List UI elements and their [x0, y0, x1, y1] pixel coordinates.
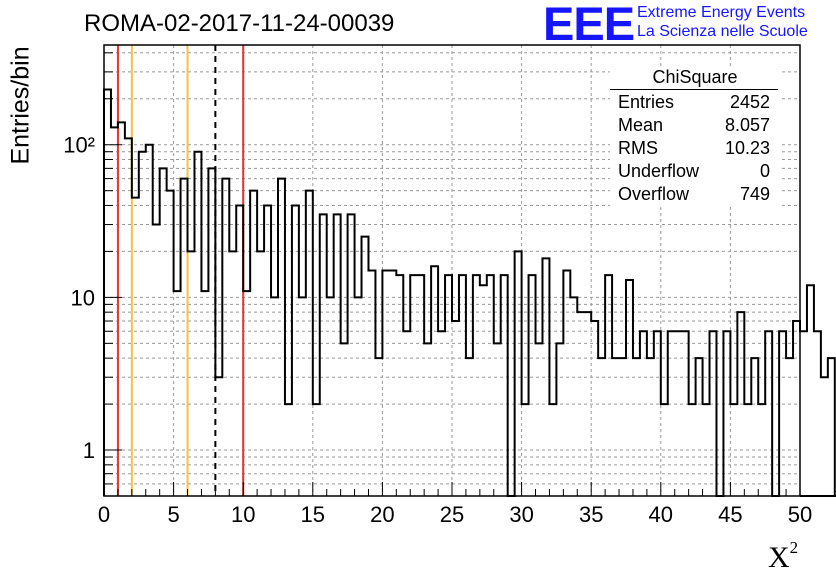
stats-value: 2452: [729, 92, 770, 112]
chart-title: ROMA-02-2017-11-24-00039: [84, 10, 395, 37]
stats-value: 8.057: [724, 115, 770, 135]
x-tick-label: 45: [718, 502, 742, 527]
axes: [103, 44, 801, 497]
x-tick-label: 25: [440, 502, 464, 527]
x-tick-label: 10: [231, 502, 255, 527]
stats-label: Mean: [618, 115, 664, 135]
stats-row-mean: Mean 8.057: [618, 115, 770, 137]
stats-label: Entries: [618, 92, 675, 112]
stats-value: 749: [739, 184, 770, 204]
x-tick-label: 20: [370, 502, 394, 527]
stats-label: Underflow: [618, 161, 700, 181]
histogram-series: [103, 88, 836, 497]
x-tick-label: 15: [301, 502, 325, 527]
x-tick-label: 50: [788, 502, 812, 527]
y-tick-label: 10: [71, 285, 95, 310]
stats-divider: [610, 89, 778, 90]
stats-label: Overflow: [618, 184, 690, 204]
x-tick-label: 40: [649, 502, 673, 527]
grid: [104, 45, 800, 496]
stats-row-rms: RMS 10.23: [618, 138, 770, 160]
stats-title: ChiSquare: [652, 67, 738, 87]
stats-value: 10.23: [724, 138, 770, 158]
stats-row-underflow: Underflow 0: [618, 161, 770, 183]
stats-row-overflow: Overflow 749: [618, 184, 770, 206]
stats-value: 0: [759, 161, 770, 181]
y-tick-label: 10²: [63, 133, 95, 158]
x-axis-label: X2: [768, 538, 799, 574]
eee-logo: EEE: [543, 0, 635, 50]
x-tick-label: 30: [509, 502, 533, 527]
tick-labels: 0 5 10 15 20 25 30 35 40 45 50 1 10 10²: [63, 133, 812, 527]
stats-box: ChiSquare Entries 2452 Mean 8.057 RMS 10…: [610, 67, 780, 206]
y-tick-label: 1: [83, 438, 95, 463]
logo-line-2: La Scienza nelle Scuole: [637, 23, 808, 40]
stats-label: RMS: [618, 138, 658, 158]
x-tick-label: 0: [98, 502, 110, 527]
x-tick-label: 5: [167, 502, 179, 527]
logo-line-1: Extreme Energy Events: [637, 4, 806, 21]
stats-row-entries: Entries 2452: [618, 92, 770, 114]
x-tick-label: 35: [579, 502, 603, 527]
